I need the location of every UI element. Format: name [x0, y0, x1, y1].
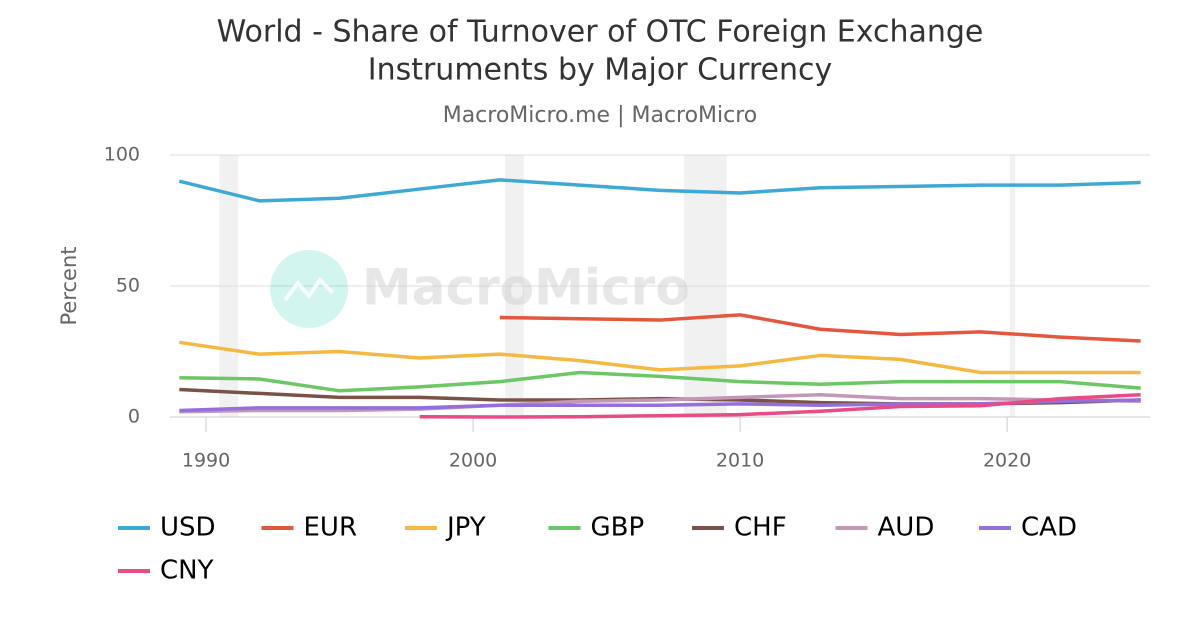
chart-title: Instruments by Major Currency: [368, 53, 833, 88]
legend-label: CNY: [160, 556, 214, 586]
watermark: MacroMicro: [362, 259, 690, 317]
series-line: [499, 313, 1141, 343]
x-tick-label: 2010: [716, 450, 764, 472]
y-tick-label: 100: [104, 144, 140, 166]
legend-label: GBP: [591, 513, 645, 543]
series-line: [179, 370, 1141, 393]
y-tick-label: 50: [116, 275, 140, 297]
series-line: [179, 398, 1141, 413]
legend-label: CHF: [734, 513, 787, 543]
x-tick-label: 1990: [182, 450, 230, 472]
series-line: [179, 392, 1141, 414]
legend-label: CAD: [1021, 513, 1077, 543]
series-line: [178, 178, 1141, 203]
legend-label: JPY: [445, 513, 486, 543]
x-tick-label: 2020: [983, 450, 1031, 472]
chart-subtitle: MacroMicro.me | MacroMicro: [443, 103, 758, 128]
watermark-logo: [283, 276, 335, 302]
chart-title: World - Share of Turnover of OTC Foreign…: [217, 15, 984, 50]
series-line: [419, 392, 1141, 419]
legend-label: USD: [160, 513, 216, 543]
legend-label: AUD: [878, 513, 935, 543]
y-tick-label: 0: [128, 406, 140, 428]
legend-label: EUR: [304, 513, 358, 543]
y-axis-label: Percent: [57, 246, 81, 325]
x-tick-label: 2000: [449, 450, 497, 472]
watermark-logo: [270, 250, 348, 328]
series-line: [179, 340, 1141, 375]
